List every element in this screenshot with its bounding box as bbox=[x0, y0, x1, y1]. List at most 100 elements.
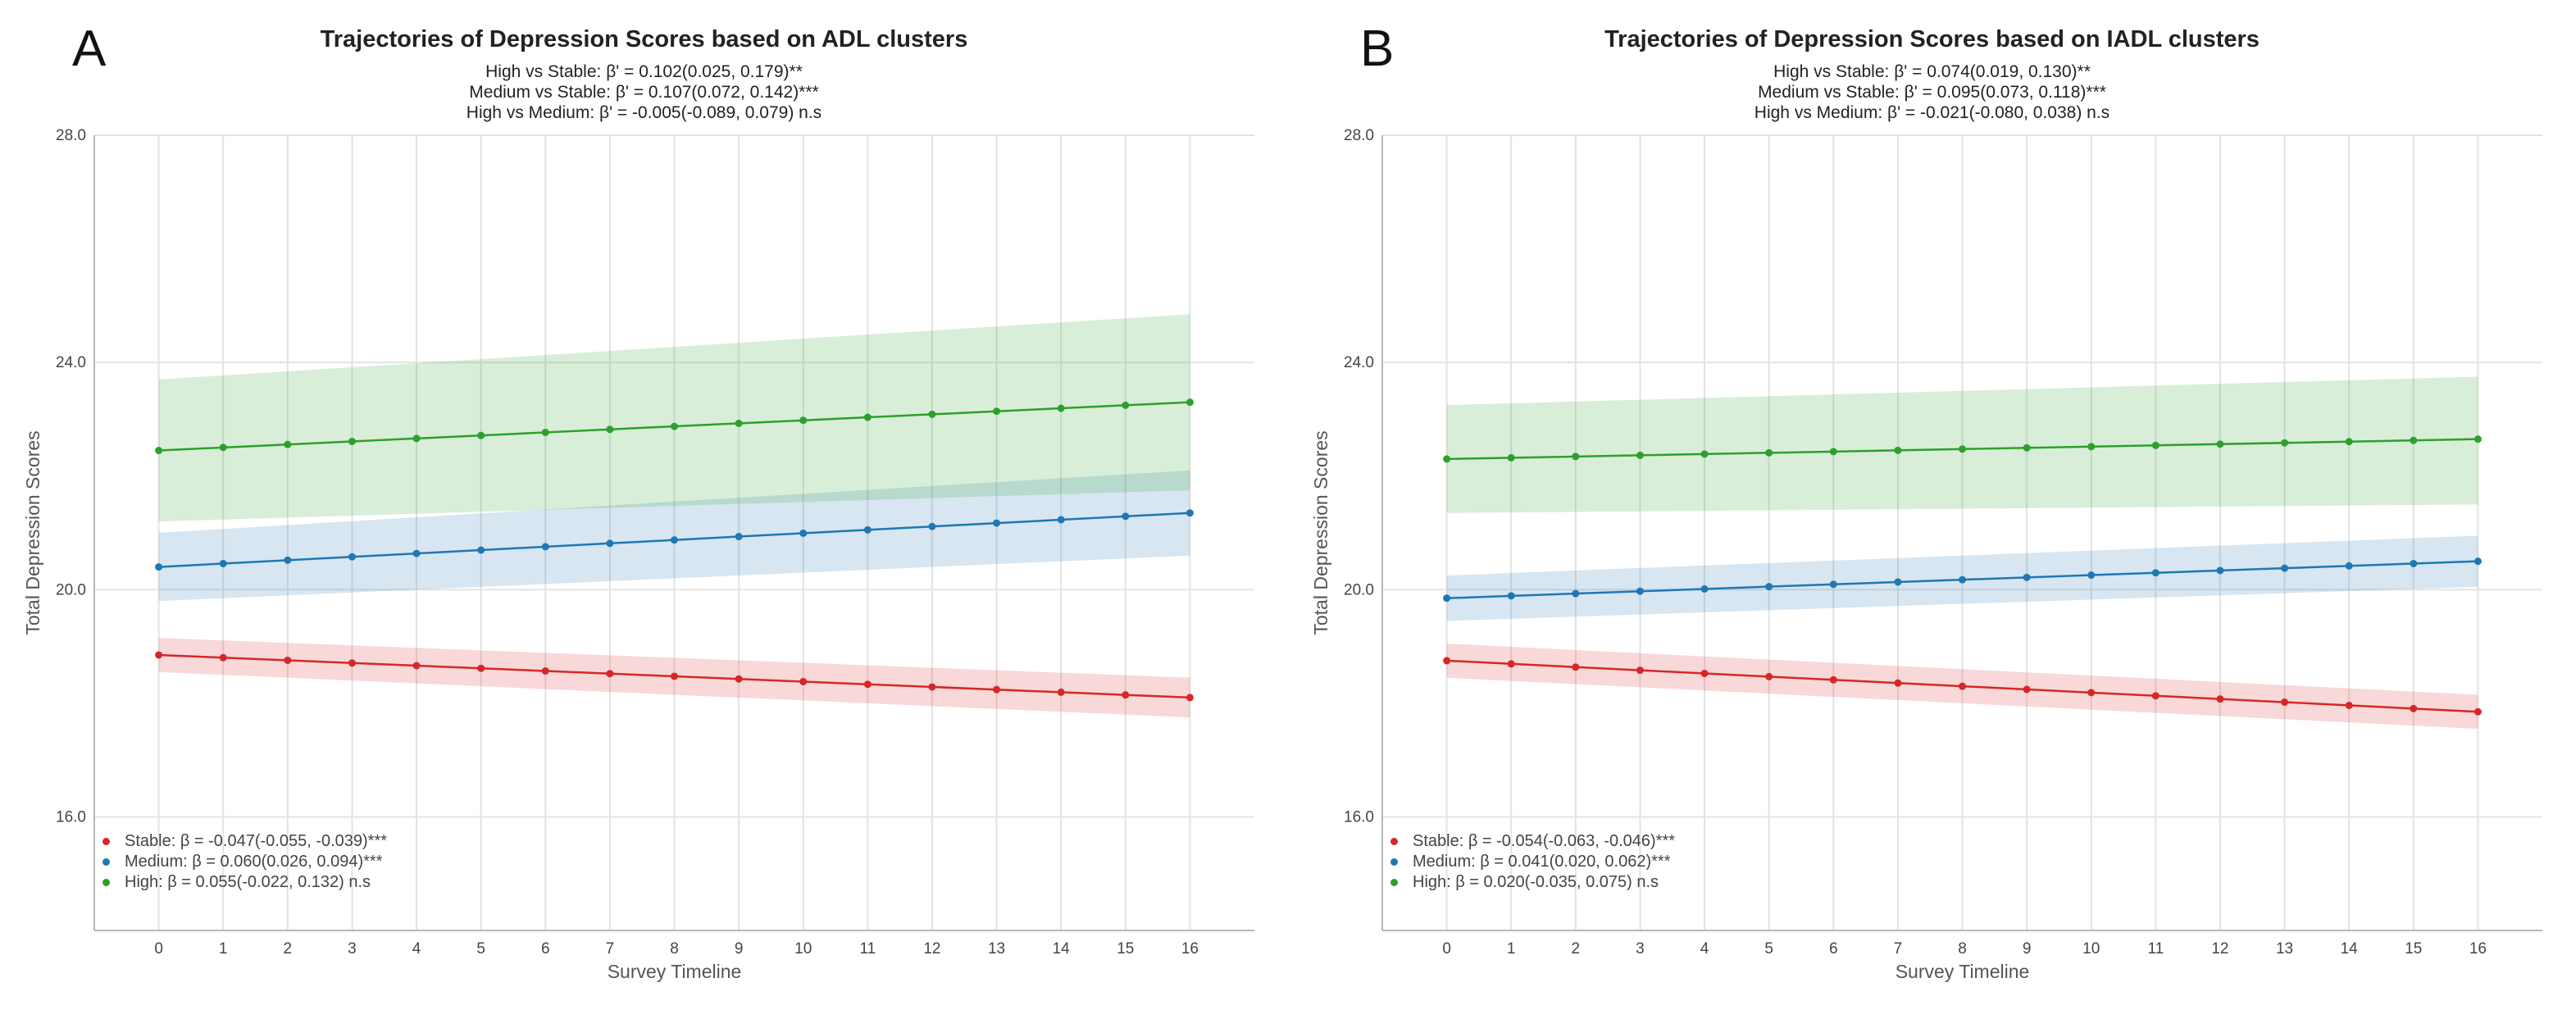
y-tick-label: 28.0 bbox=[56, 127, 86, 144]
data-point-medium bbox=[541, 543, 549, 551]
legend-marker-high bbox=[102, 879, 110, 886]
x-tick-label: 0 bbox=[154, 940, 163, 958]
x-tick-label: 8 bbox=[670, 940, 679, 958]
legend-label-medium: Medium: β = 0.060(0.026, 0.094)*** bbox=[125, 853, 383, 871]
y-tick-label: 24.0 bbox=[56, 354, 86, 371]
data-point-medium bbox=[219, 559, 227, 567]
data-point-medium bbox=[993, 519, 1001, 527]
legend-item-high: High: β = 0.020(-0.035, 0.075) n.s bbox=[1390, 872, 1675, 893]
data-point-high bbox=[412, 434, 421, 443]
data-point-high bbox=[993, 407, 1001, 416]
y-tick-label: 20.0 bbox=[56, 581, 86, 598]
data-point-high bbox=[348, 437, 356, 445]
x-tick-label: 16 bbox=[2469, 940, 2487, 958]
x-tick-label: 3 bbox=[1636, 940, 1645, 958]
data-point-medium bbox=[2023, 573, 2031, 581]
data-point-medium bbox=[155, 563, 163, 571]
x-tick-label: 5 bbox=[1764, 940, 1773, 958]
data-point-medium bbox=[1829, 580, 1837, 589]
data-point-high bbox=[155, 447, 163, 455]
ci-band-high bbox=[158, 314, 1190, 522]
x-tick-label: 14 bbox=[1053, 940, 1071, 958]
x-tick-label: 9 bbox=[2023, 940, 2032, 958]
data-point-medium bbox=[2151, 569, 2160, 577]
x-tick-label: 10 bbox=[2082, 940, 2100, 958]
x-tick-label: 2 bbox=[1572, 940, 1581, 958]
data-point-high bbox=[1700, 450, 1709, 458]
gridlines bbox=[94, 134, 1254, 930]
data-point-stable bbox=[1186, 694, 1194, 702]
panel-label: A bbox=[72, 20, 107, 77]
data-point-medium bbox=[2345, 562, 2353, 570]
panel-label: B bbox=[1360, 20, 1395, 77]
data-point-high bbox=[2410, 436, 2418, 444]
legend-item-stable: Stable: β = -0.054(-0.063, -0.046)*** bbox=[1390, 831, 1675, 852]
data-point-stable bbox=[2023, 685, 2031, 694]
x-tick-label: 11 bbox=[2147, 940, 2164, 958]
data-point-stable bbox=[348, 659, 356, 667]
data-point-medium bbox=[1057, 516, 1065, 524]
x-tick-label: 13 bbox=[988, 940, 1005, 958]
data-point-stable bbox=[671, 672, 678, 680]
data-point-stable bbox=[1572, 663, 1580, 671]
legend-label-high: High: β = 0.020(-0.035, 0.075) n.s bbox=[1413, 873, 1659, 891]
x-tick-label: 16 bbox=[1181, 940, 1199, 958]
x-tick-label: 7 bbox=[606, 940, 615, 958]
data-point-stable bbox=[412, 662, 421, 670]
data-point-medium bbox=[348, 553, 356, 561]
data-point-stable bbox=[1894, 679, 1902, 687]
data-point-high bbox=[2345, 438, 2353, 446]
x-tick-label: 4 bbox=[1700, 940, 1709, 958]
data-point-stable bbox=[1959, 682, 1966, 690]
plot-area: 0 1 2 3 4 5 6 7 8 9 10 11 12 13 14 15 1616.020.024.028.0… bbox=[22, 127, 1254, 982]
data-point-stable bbox=[2087, 689, 2096, 697]
legend-marker-high bbox=[1390, 879, 1398, 886]
data-point-stable bbox=[1057, 688, 1065, 696]
data-point-medium bbox=[1507, 592, 1515, 600]
data-point-stable bbox=[284, 656, 292, 664]
data-point-high bbox=[1057, 404, 1065, 412]
data-point-high bbox=[1959, 445, 1966, 453]
data-point-medium bbox=[1765, 583, 1773, 591]
x-tick-label: 8 bbox=[1958, 940, 1967, 958]
series-high bbox=[155, 398, 1194, 455]
x-tick-label: 10 bbox=[794, 940, 812, 958]
data-point-high bbox=[1122, 401, 1130, 409]
chart-title: Trajectories of Depression Scores based … bbox=[1604, 26, 2260, 52]
data-point-stable bbox=[2151, 692, 2160, 700]
data-point-stable bbox=[1636, 666, 1644, 675]
data-point-medium bbox=[2410, 559, 2418, 567]
x-tick-label: 2 bbox=[284, 940, 293, 958]
x-tick-label: 4 bbox=[412, 940, 421, 958]
data-point-stable bbox=[2281, 698, 2289, 707]
series-medium bbox=[155, 509, 1194, 571]
data-point-stable bbox=[1443, 657, 1451, 665]
x-tick-label: 15 bbox=[1117, 940, 1134, 958]
y-tick-label: 16.0 bbox=[56, 808, 86, 826]
data-point-medium bbox=[1700, 585, 1709, 593]
y-tick-label: 28.0 bbox=[1344, 127, 1374, 144]
data-point-high bbox=[799, 416, 808, 425]
data-point-medium bbox=[2087, 571, 2096, 580]
data-point-high bbox=[1186, 398, 1194, 407]
data-point-high bbox=[2151, 441, 2160, 449]
y-axis-label: Total Depression Scores bbox=[1310, 430, 1331, 635]
x-tick-label: 12 bbox=[923, 940, 940, 958]
data-point-high bbox=[2281, 439, 2289, 447]
legend-marker-medium bbox=[1390, 858, 1398, 866]
x-tick-label: 11 bbox=[859, 940, 876, 958]
data-point-medium bbox=[1636, 587, 1644, 595]
x-axis-label: Survey Timeline bbox=[1896, 961, 2030, 982]
data-point-medium bbox=[412, 549, 421, 557]
legend-label-high: High: β = 0.055(-0.022, 0.132) n.s bbox=[125, 873, 371, 891]
ci-band-medium bbox=[158, 470, 1190, 602]
x-tick-label: 1 bbox=[1507, 940, 1516, 958]
ci-band-high bbox=[1446, 376, 2478, 513]
legend-marker-medium bbox=[102, 858, 110, 866]
x-tick-label: 12 bbox=[2211, 940, 2228, 958]
data-point-high bbox=[2474, 435, 2482, 444]
data-point-high bbox=[1636, 451, 1644, 459]
legend-label-stable: Stable: β = -0.054(-0.063, -0.046)*** bbox=[1413, 832, 1676, 850]
data-point-stable bbox=[2410, 704, 2418, 712]
data-point-medium bbox=[2216, 566, 2224, 575]
